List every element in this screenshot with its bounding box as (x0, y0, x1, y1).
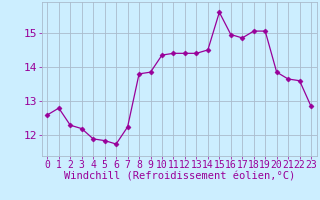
X-axis label: Windchill (Refroidissement éolien,°C): Windchill (Refroidissement éolien,°C) (64, 172, 295, 182)
